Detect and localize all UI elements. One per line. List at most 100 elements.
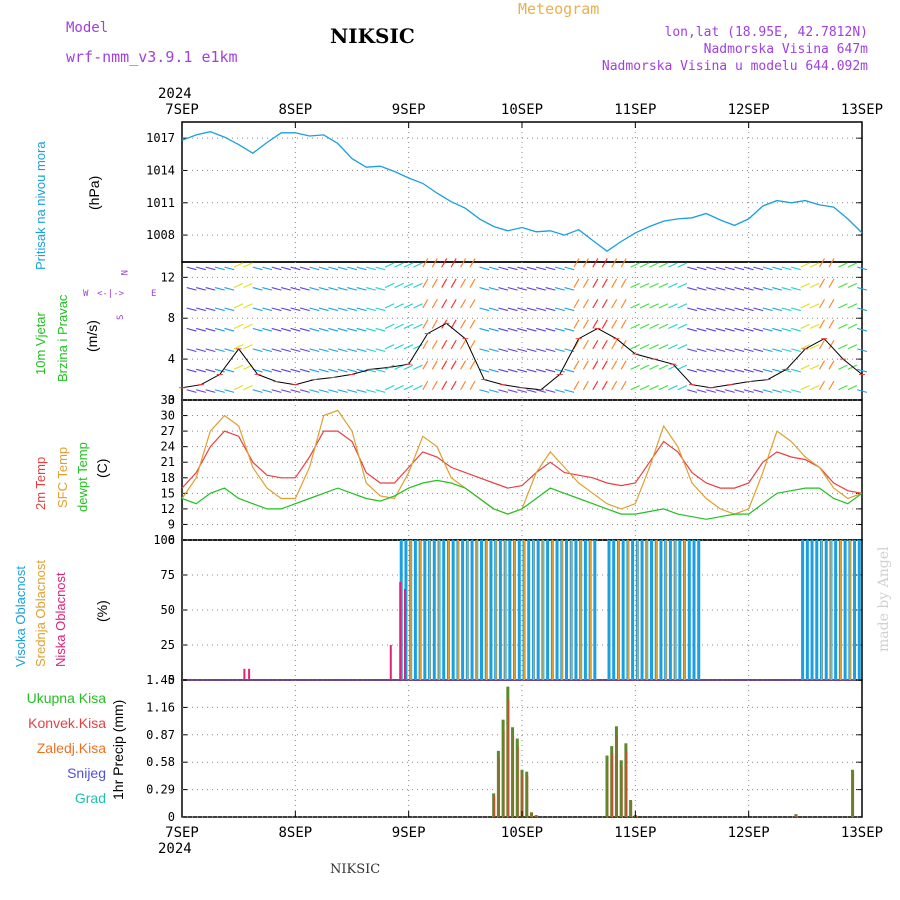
wind-barb: [375, 266, 386, 271]
wind-barb: [281, 327, 291, 332]
wind-barb: [271, 307, 282, 312]
wind-barb: [630, 303, 640, 309]
wind-barb: [460, 339, 467, 350]
wind-barb: [753, 389, 764, 393]
wind-barb: [753, 327, 764, 332]
y-tick-label: 1008: [146, 228, 175, 242]
cloud-mid-bar: [438, 540, 440, 680]
wind-barb: [762, 266, 773, 271]
cloud-mid-bar: [504, 540, 507, 680]
wind-barb: [592, 339, 599, 350]
precip-conv-bar: [531, 812, 533, 817]
wind-barb: [649, 364, 659, 370]
wind-barb: [281, 368, 291, 373]
wind-barb: [262, 287, 273, 291]
wind-barb: [205, 389, 216, 393]
year-label-top: 2024: [158, 86, 192, 102]
wind-barb: [224, 348, 235, 353]
wind-barb: [838, 262, 848, 268]
wind-barb: [601, 319, 608, 329]
wind-barb: [469, 339, 476, 350]
wind-barb: [819, 380, 825, 391]
wind-barb: [857, 266, 868, 271]
wind-barb: [290, 307, 301, 312]
wind-barb: [196, 287, 206, 291]
cloud-high-bar: [801, 540, 805, 680]
wind-barb: [800, 282, 810, 289]
cloud-mid-bar: [466, 540, 469, 680]
wind-barb: [347, 368, 358, 373]
cloud-high-bar: [621, 540, 625, 680]
wind-barb: [819, 299, 825, 309]
wind-barb: [479, 368, 490, 373]
wind-barb: [375, 287, 386, 291]
wind-barb: [639, 303, 650, 309]
wind-barb: [517, 389, 528, 393]
wind-barb: [328, 389, 339, 393]
wind-barb: [668, 303, 678, 309]
wind-barb: [224, 327, 235, 332]
wind-barb: [724, 287, 735, 291]
precip-bar: [501, 719, 505, 817]
y-tick-label: 0: [168, 810, 175, 824]
precip-bar: [506, 686, 510, 817]
wind-barb: [564, 287, 575, 291]
cloud-mid-bar: [646, 540, 648, 680]
cloud-mid-bar: [447, 540, 450, 680]
y-tick-label: 33: [161, 393, 175, 407]
wind-barb: [639, 364, 650, 370]
wind-barb: [413, 364, 423, 370]
wind-barb: [252, 389, 263, 393]
wind-barb: [668, 364, 678, 370]
precip-bar: [534, 815, 538, 817]
wind-barb: [791, 348, 801, 353]
wind-barb: [290, 287, 301, 291]
wind-barb: [706, 368, 716, 373]
wind-barb: [347, 327, 358, 332]
wind-barb: [809, 282, 820, 289]
wind-barb: [243, 262, 253, 268]
wind-barb: [252, 327, 263, 332]
wind-barb: [582, 319, 589, 329]
wind-barb: [243, 282, 253, 289]
wind-barb: [536, 287, 546, 291]
y-tick-label: 6: [168, 533, 175, 547]
wind-barb: [318, 368, 329, 373]
wind-barb: [384, 344, 395, 350]
wind-barb: [828, 360, 835, 370]
precip-conv-bar: [635, 815, 637, 817]
wind-barb: [413, 323, 423, 329]
precip-bar: [496, 750, 500, 817]
wind-barb: [819, 339, 825, 350]
wind-barb: [573, 360, 580, 370]
wind-barb: [857, 389, 868, 393]
y-tick-label: 18: [161, 471, 175, 485]
wind-barb: [375, 327, 386, 332]
wind-barb: [356, 368, 367, 373]
wind-barb: [413, 282, 423, 289]
wind-barb: [838, 364, 848, 370]
precip-conv-bar: [630, 801, 633, 817]
cloud-low-bar: [248, 668, 251, 680]
wind-barb: [857, 287, 868, 291]
wind-barb: [186, 348, 197, 353]
wind-barb: [318, 307, 329, 312]
wind-barb: [252, 307, 263, 312]
precip-conv-bar: [536, 815, 538, 817]
wind-barb: [205, 327, 216, 332]
wind-barb: [196, 266, 206, 271]
wind-barb: [488, 348, 499, 353]
wind-barb: [356, 327, 367, 332]
wind-barb: [356, 389, 367, 393]
y-tick-label: 12: [161, 270, 175, 284]
wind-speed-line: [181, 322, 863, 391]
wind-barb: [328, 327, 339, 332]
wind-barb: [800, 303, 810, 309]
wind-barb: [809, 262, 820, 268]
model-elevation-text: Nadmorska Visina u modelu 644.092m: [601, 59, 868, 74]
wind-barb: [281, 307, 291, 312]
x-date-label-bottom: 13SEP: [841, 825, 883, 841]
wind-barb: [450, 278, 457, 288]
cloud-high-bar: [631, 540, 635, 680]
wind-barb: [706, 266, 716, 271]
